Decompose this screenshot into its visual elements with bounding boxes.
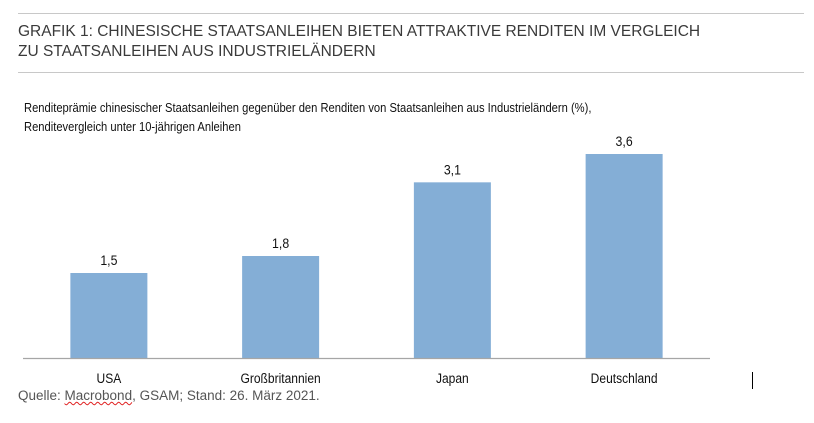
source-note: Quelle: Macrobond, GSAM; Stand: 26. März…	[18, 388, 320, 403]
source-rest: , GSAM; Stand: 26. März 2021.	[132, 388, 320, 403]
subtitle-line-2: Renditevergleich unter 10-jährigen Anlei…	[24, 119, 241, 134]
x-tick-label: USA	[97, 370, 122, 386]
chart-subtitle: Renditeprämie chinesischer Staatsanleihe…	[24, 98, 591, 136]
heading-line-2: ZU STAATSANLEIHEN AUS INDUSTRIELÄNDERN	[18, 43, 376, 60]
bar-usa	[70, 273, 148, 358]
data-label: 1,8	[272, 235, 289, 251]
data-label: 3,1	[444, 162, 461, 178]
top-rule	[18, 13, 804, 14]
subtitle-line-1: Renditeprämie chinesischer Staatsanleihe…	[24, 100, 592, 115]
heading-rule	[18, 72, 804, 73]
bar-deutschland	[585, 154, 663, 358]
source-macrobond: Macrobond	[64, 388, 133, 403]
data-label: 1,5	[100, 252, 117, 268]
heading-line-1: GRAFIK 1: CHINESISCHE STAATSANLEIHEN BIE…	[18, 23, 701, 40]
x-tick-label: Großbritannien	[240, 370, 320, 386]
bar-japan	[413, 182, 491, 358]
data-label: 3,6	[616, 133, 633, 149]
x-tick-label: Deutschland	[591, 370, 658, 386]
source-prefix: Quelle:	[18, 388, 65, 403]
text-cursor	[752, 372, 753, 389]
x-tick-label: Japan	[436, 370, 469, 386]
chart-heading: GRAFIK 1: CHINESISCHE STAATSANLEIHEN BIE…	[18, 22, 700, 62]
bar-großbritannien	[242, 256, 320, 358]
